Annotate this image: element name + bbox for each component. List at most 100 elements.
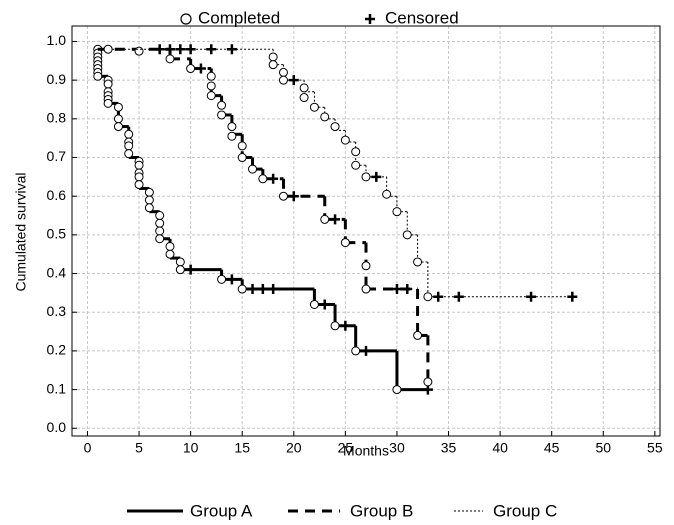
- censored-marker: [526, 291, 537, 302]
- x-tick-label: 50: [595, 440, 611, 456]
- completed-marker: [227, 122, 237, 132]
- completed-marker: [268, 52, 278, 62]
- y-tick-label: 0.7: [47, 148, 67, 164]
- y-tick-label: 0.8: [47, 110, 67, 126]
- completed-marker: [237, 284, 247, 294]
- censored-marker: [288, 75, 299, 86]
- completed-marker: [248, 164, 258, 174]
- completed-marker: [309, 299, 319, 309]
- completed-marker: [423, 292, 433, 302]
- completed-marker: [320, 214, 330, 224]
- censored-marker: [165, 44, 175, 55]
- censored-marker: [391, 284, 402, 295]
- censored-marker: [247, 284, 258, 295]
- completed-marker: [134, 160, 144, 170]
- completed-marker: [237, 153, 247, 163]
- completed-marker: [413, 257, 423, 267]
- completed-marker: [155, 211, 165, 221]
- legend-completed-icon: [180, 13, 192, 25]
- censored-marker: [330, 214, 341, 225]
- censored-marker: [206, 44, 217, 55]
- completed-marker: [330, 321, 340, 331]
- completed-marker: [144, 195, 154, 205]
- completed-marker: [320, 112, 330, 122]
- completed-marker: [278, 67, 288, 77]
- completed-marker: [175, 257, 185, 267]
- completed-marker: [351, 160, 361, 170]
- completed-marker: [134, 180, 144, 190]
- completed-marker: [402, 230, 412, 240]
- x-tick-label: 0: [84, 440, 92, 456]
- censored-marker: [340, 320, 351, 331]
- legend-label: Group A: [190, 501, 253, 520]
- x-tick-label: 45: [544, 440, 560, 456]
- completed-marker: [278, 191, 288, 201]
- censored-marker: [288, 191, 299, 202]
- completed-marker: [423, 377, 433, 387]
- completed-marker: [340, 135, 350, 145]
- completed-marker: [351, 346, 361, 356]
- censored-marker: [268, 173, 279, 184]
- y-tick-label: 0.3: [47, 303, 67, 319]
- censored-marker: [319, 299, 330, 310]
- y-tick-label: 0.5: [47, 226, 67, 242]
- completed-marker: [144, 187, 154, 197]
- censored-marker: [268, 284, 279, 295]
- censored-marker: [361, 345, 371, 356]
- x-tick-label: 15: [234, 440, 250, 456]
- completed-marker: [351, 147, 361, 157]
- censored-marker: [175, 44, 186, 55]
- censored-marker: [371, 171, 382, 182]
- completed-marker: [113, 102, 123, 112]
- completed-marker: [186, 64, 196, 74]
- completed-marker: [134, 46, 144, 56]
- completed-marker: [299, 93, 309, 103]
- censored-marker: [567, 291, 578, 302]
- censored-marker: [226, 274, 237, 285]
- legend-label: Group C: [493, 501, 557, 520]
- legend-censored: Censored: [385, 8, 459, 27]
- x-tick-label: 40: [492, 440, 508, 456]
- censored-marker: [257, 284, 268, 295]
- completed-marker: [258, 174, 268, 184]
- completed-marker: [165, 249, 175, 259]
- censored-marker: [226, 44, 237, 55]
- completed-marker: [392, 385, 402, 395]
- completed-marker: [103, 44, 113, 54]
- completed-marker: [278, 75, 288, 85]
- completed-marker: [124, 141, 134, 151]
- y-tick-label: 0.2: [47, 342, 67, 358]
- y-tick-label: 1.0: [47, 32, 67, 48]
- completed-marker: [155, 218, 165, 228]
- censored-marker: [195, 63, 206, 74]
- completed-marker: [155, 226, 165, 236]
- completed-marker: [175, 265, 185, 275]
- completed-marker: [155, 234, 165, 244]
- completed-marker: [361, 172, 371, 182]
- completed-marker: [361, 261, 371, 271]
- completed-marker: [113, 122, 123, 132]
- x-tick-label: 10: [183, 440, 199, 456]
- x-tick-label: 30: [389, 440, 405, 456]
- legend-label: Group B: [350, 501, 413, 520]
- completed-marker: [206, 91, 216, 101]
- completed-marker: [134, 172, 144, 182]
- completed-marker: [144, 203, 154, 213]
- x-tick-label: 5: [135, 440, 143, 456]
- completed-marker: [93, 71, 103, 81]
- x-axis-label: Months: [343, 443, 389, 459]
- x-tick-label: 20: [286, 440, 302, 456]
- x-tick-label: 25: [338, 440, 354, 456]
- completed-marker: [361, 284, 371, 294]
- x-tick-label: 35: [441, 440, 457, 456]
- completed-marker: [124, 149, 134, 159]
- completed-marker: [165, 54, 175, 64]
- completed-marker: [124, 129, 134, 139]
- completed-marker: [340, 238, 350, 248]
- censored-marker: [453, 291, 464, 302]
- completed-marker: [309, 102, 319, 112]
- censored-marker: [402, 284, 413, 295]
- completed-marker: [330, 122, 340, 132]
